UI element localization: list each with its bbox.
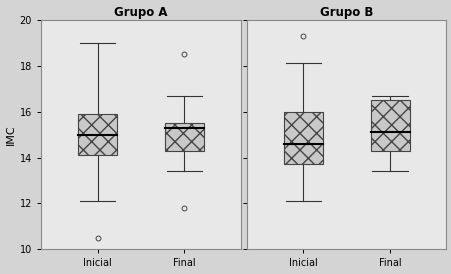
Y-axis label: IMC: IMC [5,124,15,145]
Bar [370,100,409,151]
Bar [78,114,117,155]
Bar [283,112,322,164]
Bar [164,123,203,151]
Title: Grupo B: Grupo B [319,5,373,19]
Title: Grupo A: Grupo A [114,5,167,19]
